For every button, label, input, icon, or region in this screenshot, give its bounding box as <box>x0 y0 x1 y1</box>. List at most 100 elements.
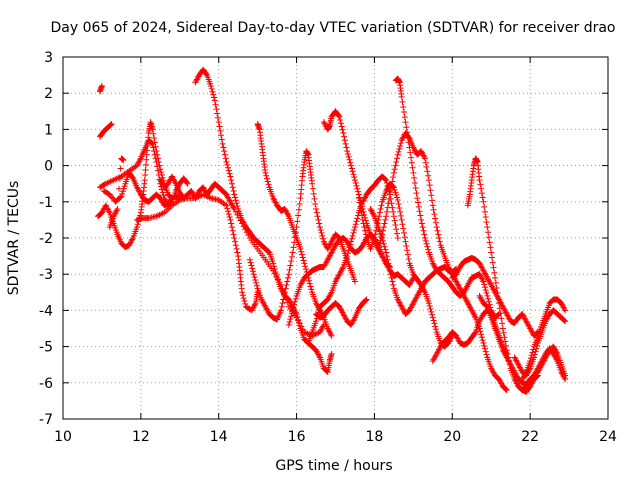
data-point <box>225 211 232 218</box>
data-point <box>223 158 230 165</box>
data-point <box>296 200 303 207</box>
data-point <box>398 216 405 223</box>
data-point <box>345 153 352 160</box>
data-point <box>279 300 286 307</box>
data-point <box>318 229 325 236</box>
data-point <box>478 185 485 192</box>
data-point <box>302 263 309 270</box>
data-point <box>353 218 360 225</box>
data-point <box>141 177 148 184</box>
data-point <box>522 370 529 377</box>
data-point <box>346 156 353 163</box>
chart-title: Day 065 of 2024, Sidereal Day-to-day VTE… <box>50 20 615 36</box>
data-point <box>427 187 434 194</box>
x-axis-label: GPS time / hours <box>275 458 392 474</box>
data-point <box>300 257 307 264</box>
data-point <box>234 249 241 256</box>
data-point <box>283 282 290 289</box>
data-point <box>295 206 302 213</box>
data-point <box>121 183 128 190</box>
data-point <box>341 133 348 140</box>
data-point <box>224 161 231 168</box>
data-point <box>562 376 569 383</box>
data-point <box>224 205 231 212</box>
data-point <box>313 206 320 213</box>
data-point <box>208 85 215 92</box>
data-point <box>386 263 393 270</box>
x-tick-label: 16 <box>288 429 306 445</box>
data-point <box>387 267 393 274</box>
data-point <box>430 317 437 324</box>
data-point <box>390 208 397 215</box>
data-point <box>492 279 499 286</box>
data-point <box>358 212 365 219</box>
data-point <box>316 306 323 313</box>
data-point <box>344 250 351 257</box>
data-point <box>252 276 259 283</box>
data-point <box>390 169 397 176</box>
data-point <box>425 246 432 253</box>
data-point <box>482 214 489 221</box>
data-point <box>218 132 225 139</box>
data-point <box>394 151 401 158</box>
data-point <box>250 271 257 278</box>
data-point <box>392 221 399 228</box>
data-point <box>227 173 234 180</box>
y-axis-label: SDTVAR / TECUs <box>6 181 22 296</box>
data-point <box>394 155 401 162</box>
data-point <box>338 123 345 130</box>
data-point <box>422 159 429 166</box>
data-point <box>288 253 295 260</box>
data-point <box>247 259 254 266</box>
data-point <box>478 190 485 197</box>
data-point <box>430 206 437 213</box>
data-point <box>212 101 219 108</box>
data-point <box>399 221 406 228</box>
x-tick-label: 22 <box>521 429 539 445</box>
data-point <box>480 278 487 285</box>
data-point <box>482 348 489 355</box>
data-point <box>285 321 292 328</box>
data-point <box>98 82 105 89</box>
data-point <box>409 164 416 171</box>
data-point <box>225 164 232 171</box>
data-point <box>284 299 291 306</box>
data-point <box>362 227 369 234</box>
data-point <box>478 334 485 341</box>
data-point <box>407 149 414 156</box>
data-point <box>360 220 367 227</box>
data-point <box>381 243 388 250</box>
data-point <box>229 184 236 191</box>
x-tick-label: 12 <box>132 429 150 445</box>
data-point <box>349 232 356 239</box>
data-point <box>391 217 398 224</box>
series-arc-26 <box>515 345 569 394</box>
data-point <box>148 140 155 147</box>
data-point <box>351 227 358 234</box>
data-point <box>386 195 393 202</box>
data-point <box>154 163 161 170</box>
data-point <box>403 124 410 131</box>
data-point <box>218 136 225 143</box>
data-point <box>562 307 569 314</box>
data-point <box>316 220 323 227</box>
data-point <box>411 174 418 181</box>
data-point <box>361 224 368 231</box>
data-point <box>400 103 407 110</box>
data-point <box>285 271 292 278</box>
data-point <box>433 224 440 231</box>
data-point <box>239 292 246 299</box>
data-point <box>349 168 356 175</box>
data-point <box>288 313 295 320</box>
data-point <box>288 258 295 265</box>
data-point <box>248 262 255 269</box>
data-point <box>415 199 422 206</box>
data-point <box>115 195 122 202</box>
data-point <box>389 178 396 185</box>
data-point <box>419 224 426 231</box>
data-point <box>116 185 123 192</box>
data-point <box>240 295 247 302</box>
data-point <box>422 235 429 241</box>
data-point <box>209 88 216 95</box>
data-point <box>422 155 429 162</box>
